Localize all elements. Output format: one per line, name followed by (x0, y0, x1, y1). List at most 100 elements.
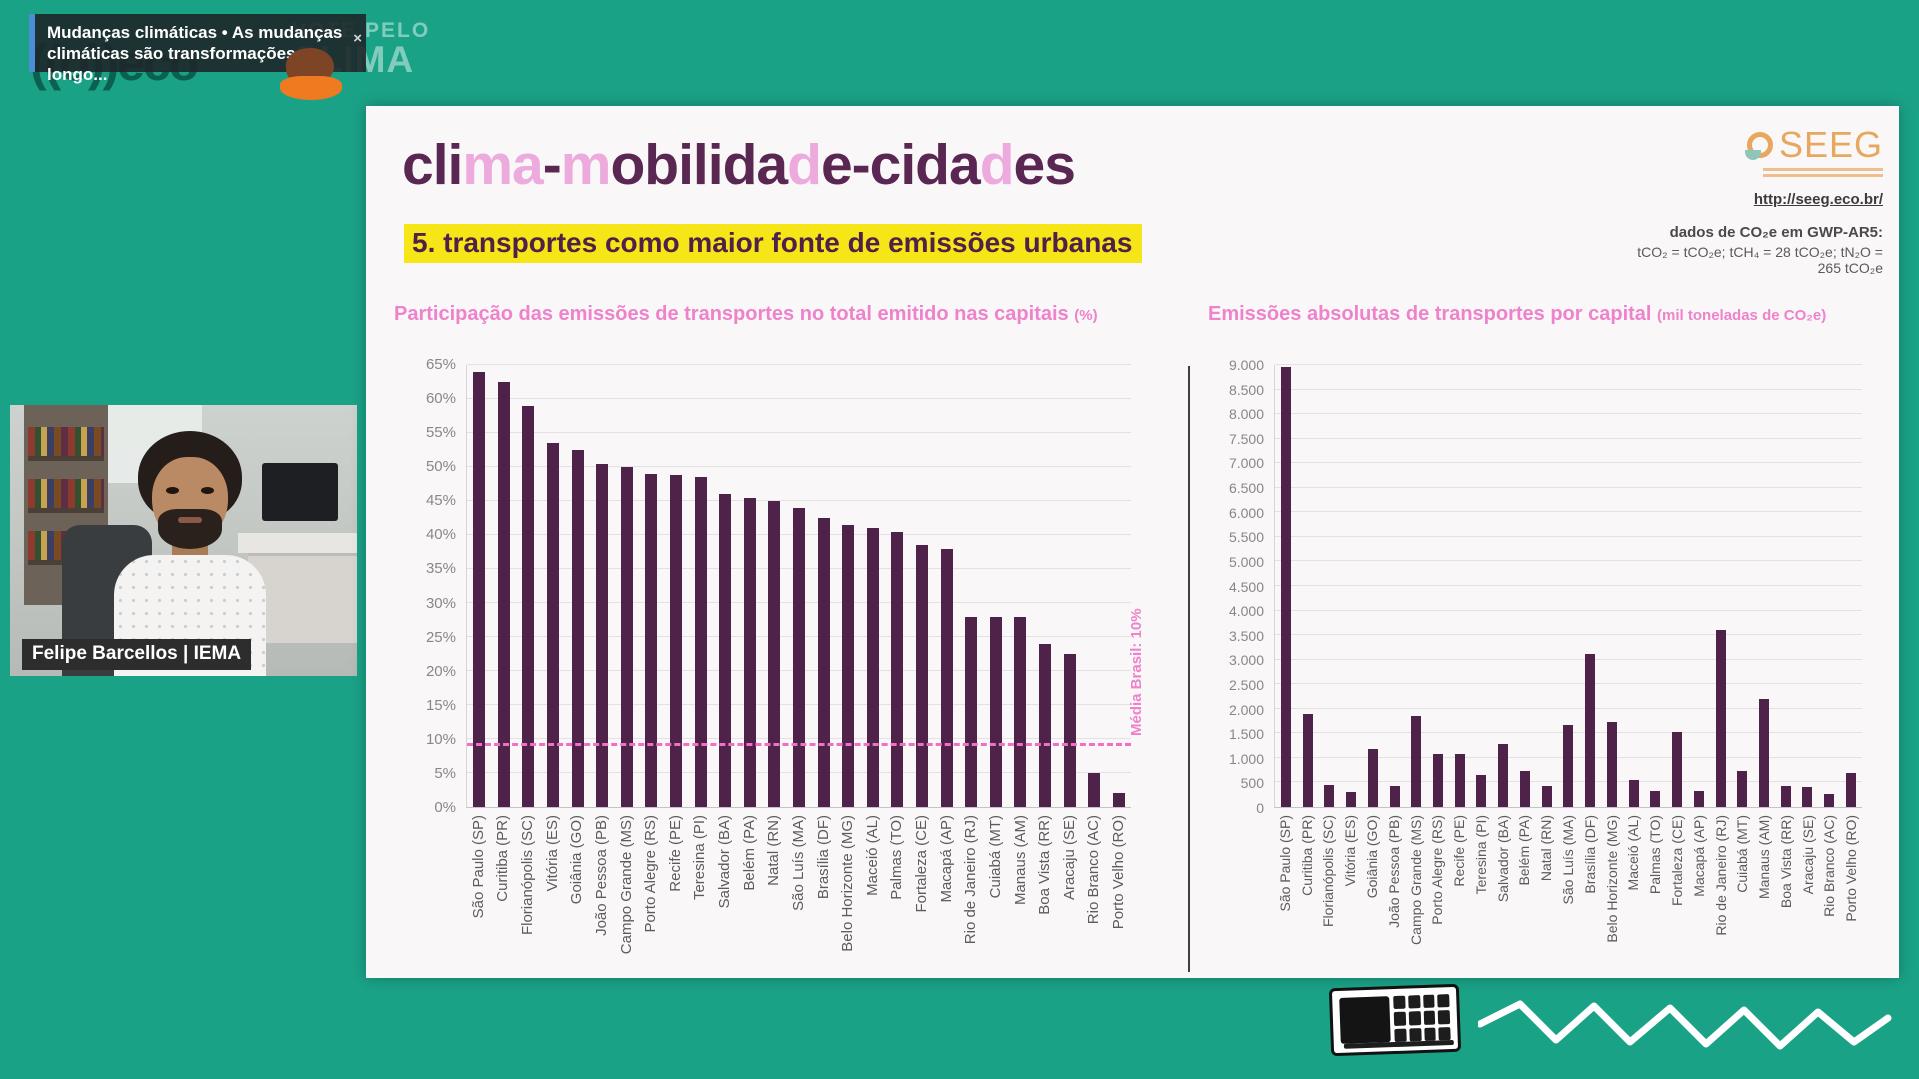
gridline (1275, 462, 1862, 464)
y-tick-label: 30% (425, 594, 456, 612)
bar-slot (811, 365, 836, 807)
x-tick-slot: Teresina (PI) (688, 809, 713, 961)
bar (1280, 367, 1291, 807)
slide-subtitle: 5. transportes como maior fonte de emiss… (404, 224, 1143, 263)
seeg-logo-icon (1744, 132, 1773, 160)
x-tick-label: Belo Horizonte (MG) (839, 815, 857, 952)
x-tick-label: Teresina (PI) (1472, 815, 1489, 895)
y-tick-label: 1.000 (1228, 750, 1264, 767)
x-tick-label: Belém (PA) (740, 815, 758, 891)
bar (1389, 785, 1400, 807)
slide-title-segment: ma (462, 133, 543, 197)
y-tick-label: 6.000 (1228, 504, 1264, 521)
gridline (467, 432, 1131, 433)
bar (1014, 616, 1027, 807)
bar (915, 545, 928, 807)
bar (645, 473, 658, 807)
zigzag-doodle (1478, 1000, 1892, 1050)
chart-title-text: Participação das emissões de transportes… (394, 303, 1069, 325)
seeg-url-link[interactable]: http://seeg.eco.br/ (1753, 191, 1883, 208)
bar (793, 507, 806, 807)
x-tick-label: Macapá (AP) (1690, 815, 1707, 897)
participation-chart-title: Participação das emissões de transportes… (394, 303, 1178, 326)
bar (1541, 786, 1552, 807)
bar-slot (1082, 365, 1107, 807)
bar-slot (787, 365, 812, 807)
x-tick-slot: João Pessoa (PB) (589, 809, 614, 961)
bar (1433, 753, 1443, 807)
chart-title-unit: (mil toneladas de CO₂e) (1657, 307, 1827, 324)
bar-slot (1427, 365, 1449, 807)
seeg-conversion-note: tCO₂ = tCO₂e; tCH₄ = 28 tCO₂e; tN₂O = 26… (1637, 244, 1883, 276)
bar (596, 463, 609, 807)
bar (1454, 753, 1465, 807)
close-icon[interactable]: × (353, 30, 362, 47)
x-tick-label: João Pessoa (PB) (1385, 815, 1402, 928)
x-tick-slot: Campo Grande (MS) (1405, 809, 1427, 961)
y-tick-label: 5.000 (1228, 553, 1264, 570)
x-tick-label: Salvador (BA) (716, 815, 734, 909)
y-tick-label: 20% (425, 662, 456, 680)
brazil-average-label: Média Brasil: 10% (1128, 608, 1145, 736)
x-tick-slot: Natal (RN) (1535, 809, 1557, 961)
bar (1038, 643, 1051, 807)
bar (817, 518, 830, 807)
y-tick-label: 35% (425, 560, 456, 578)
bar-slot (467, 365, 492, 807)
x-tick-slot: São Luís (MA) (1557, 809, 1579, 961)
fist-illustration (280, 44, 342, 100)
x-tick-label: Natal (RN) (1538, 815, 1555, 882)
bar (1498, 743, 1509, 807)
bar-slot (1623, 365, 1645, 807)
bar-slot (861, 365, 886, 807)
bar (1346, 792, 1357, 807)
bar-slot (590, 365, 615, 807)
bar-slot (1297, 365, 1319, 807)
bar-slot (1449, 365, 1471, 807)
chart-title-unit: (%) (1074, 307, 1098, 324)
y-tick-label: 25% (425, 628, 456, 646)
x-tick-slot: Boa Vista (RR) (1775, 809, 1797, 961)
gridline (467, 364, 1131, 365)
bar-slot (541, 365, 566, 807)
bar-slot (492, 365, 517, 807)
slide-title-segment: obilida (610, 133, 788, 197)
x-tick-slot: Natal (RN) (762, 809, 787, 961)
bar (1628, 780, 1639, 807)
bar (1606, 721, 1617, 807)
x-tick-slot: Cuiabá (MT) (1731, 809, 1753, 961)
bar (1737, 770, 1748, 807)
speaker-name-badge: Felipe Barcellos | IEMA (22, 639, 252, 670)
x-tick-label: Goiânia (GO) (1364, 815, 1381, 899)
bar-slot (1601, 365, 1623, 807)
bar-slot (639, 365, 664, 807)
bar-slot (516, 365, 541, 807)
bar (1780, 785, 1791, 807)
participation-chart: Participação das emissões de transportes… (394, 303, 1178, 963)
y-axis-labels: 0 500 1.000 1.500 2.000 2.500 3.000 3.500 4.000 4… (1212, 357, 1272, 816)
y-tick-label: 6.500 (1228, 480, 1264, 497)
bar (522, 405, 535, 807)
slide-title-segment: e-cida (820, 133, 981, 197)
video-title-line2: climáticas são transformações a longo... (47, 44, 310, 84)
x-tick-label: Campo Grande (MS) (617, 815, 635, 955)
x-tick-label: São Luís (MA) (789, 815, 807, 911)
bar (1324, 784, 1335, 807)
x-tick-label: Cuiabá (MT) (986, 815, 1004, 899)
x-tick-label: Cuiabá (MT) (1734, 815, 1751, 893)
bar-slot (1710, 365, 1732, 807)
x-tick-slot: Vitória (ES) (1339, 809, 1361, 961)
webcam-books-row (28, 479, 104, 513)
bar-slot (885, 365, 910, 807)
charts-divider (1188, 366, 1190, 972)
slide-title-segment: d (787, 133, 822, 197)
gridline (1275, 658, 1862, 660)
bar (1411, 716, 1422, 807)
bar (1585, 654, 1596, 807)
bar-slot (762, 365, 787, 807)
bar (1715, 629, 1726, 807)
x-tick-label: Campo Grande (MS) (1407, 815, 1424, 945)
x-tick-slot: Curitiba (PR) (491, 809, 516, 961)
y-tick-label: 5.500 (1228, 529, 1264, 546)
y-tick-label: 4.500 (1228, 578, 1264, 595)
